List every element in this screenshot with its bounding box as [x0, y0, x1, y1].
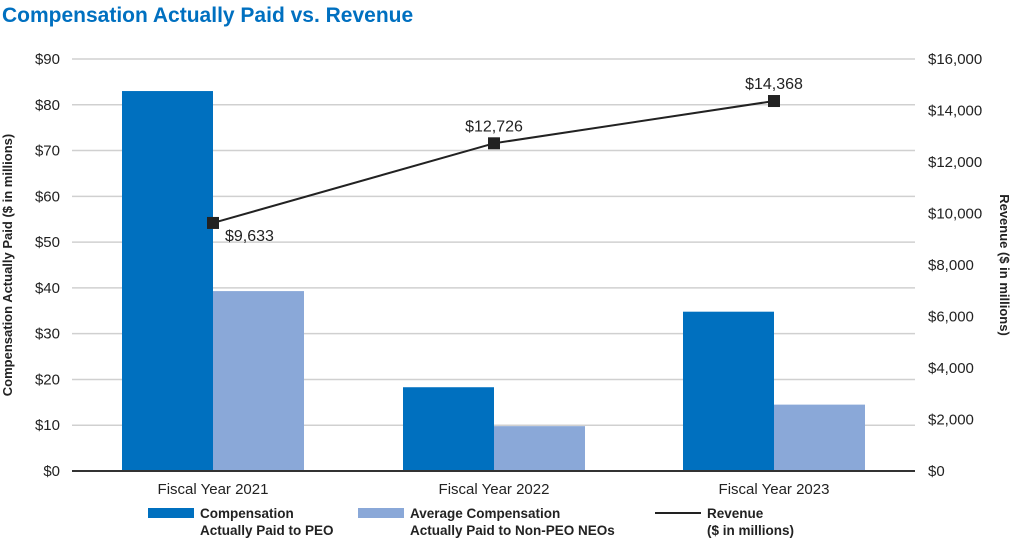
- legend-swatch: [148, 508, 194, 518]
- y2-tick-label: $8,000: [928, 257, 974, 274]
- y2-tick-label: $16,000: [928, 51, 982, 68]
- legend-label: Compensation: [200, 506, 294, 521]
- revenue-marker: [488, 137, 500, 150]
- legend-label: Average Compensation: [410, 506, 560, 521]
- legend-label: Revenue: [707, 506, 764, 521]
- legend-label: ($ in millions): [707, 523, 794, 538]
- y-tick-label: $30: [35, 326, 60, 343]
- y-tick-label: $10: [35, 417, 60, 434]
- x-tick-label: Fiscal Year 2022: [439, 481, 550, 498]
- y-tick-label: $80: [35, 97, 60, 114]
- bar: [122, 91, 213, 472]
- y2-tick-label: $6,000: [928, 309, 974, 326]
- y2-tick-label: $12,000: [928, 154, 982, 171]
- y2-tick-label: $14,000: [928, 103, 982, 120]
- y2-tick-label: $0: [928, 463, 945, 480]
- y-tick-label: $60: [35, 188, 60, 205]
- bar: [494, 426, 585, 471]
- data-label: $12,726: [465, 118, 523, 135]
- y-tick-label: $0: [43, 463, 60, 480]
- data-label: $9,633: [225, 228, 274, 245]
- y2-axis-label: Revenue ($ in millions): [997, 194, 1011, 336]
- y-tick-label: $90: [35, 51, 60, 68]
- y2-tick-label: $2,000: [928, 412, 974, 429]
- x-tick-label: Fiscal Year 2023: [719, 481, 830, 498]
- x-tick-label: Fiscal Year 2021: [158, 481, 269, 498]
- chart-title: Compensation Actually Paid vs. Revenue: [2, 4, 413, 27]
- bar: [774, 404, 865, 471]
- y-tick-label: $20: [35, 371, 60, 388]
- legend-swatch: [358, 508, 404, 518]
- revenue-marker: [768, 95, 780, 108]
- y2-tick-label: $4,000: [928, 360, 974, 377]
- bar: [403, 387, 494, 471]
- y-tick-label: $40: [35, 280, 60, 297]
- bar: [213, 291, 304, 471]
- y-tick-label: $50: [35, 234, 60, 251]
- legend-label: Actually Paid to Non-PEO NEOs: [410, 523, 615, 538]
- bar: [683, 311, 774, 471]
- y2-tick-label: $10,000: [928, 206, 982, 223]
- revenue-marker: [207, 216, 219, 229]
- y-tick-label: $70: [35, 143, 60, 160]
- legend-label: Actually Paid to PEO: [200, 523, 334, 538]
- y-axis-label: Compensation Actually Paid ($ in million…: [0, 134, 15, 396]
- data-label: $14,368: [745, 76, 803, 93]
